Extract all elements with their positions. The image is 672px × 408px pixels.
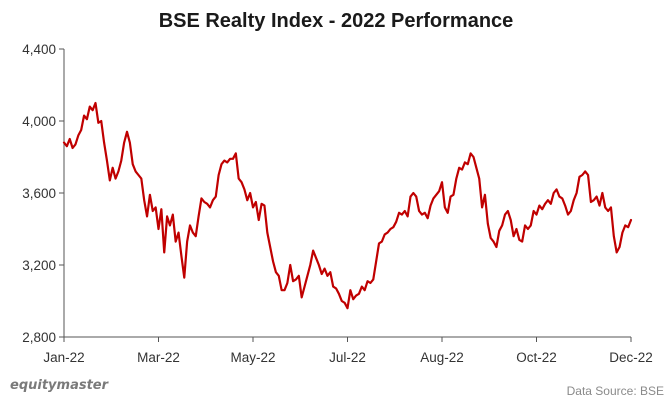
y-tick-label: 4,000	[22, 114, 56, 129]
x-tick-label: May-22	[230, 350, 275, 365]
y-axis: 2,800 3,200 3,600 4,000 4,400	[22, 42, 65, 345]
x-tick-label: Oct-22	[516, 350, 557, 365]
series-group	[62, 101, 633, 310]
x-tick-label: Aug-22	[420, 350, 464, 365]
x-tick-label: Jul-22	[329, 350, 366, 365]
y-tick-label: 3,200	[22, 258, 56, 273]
y-tick-label: 3,600	[22, 186, 56, 201]
y-tick-label: 4,400	[22, 42, 56, 57]
chart-title: BSE Realty Index - 2022 Performance	[158, 10, 514, 32]
x-axis: Jan-22 Mar-22 May-22 Jul-22 Aug-22 Oct-22 Dec-…	[43, 336, 653, 365]
y-tick-label: 2,800	[22, 330, 56, 345]
x-tick-label: Dec-22	[609, 350, 653, 365]
brand-logo-text: equitymaster	[10, 378, 109, 393]
x-tick-label: Mar-22	[137, 350, 180, 365]
data-source-label: Data Source: BSE	[566, 384, 664, 398]
x-tick-label: Jan-22	[43, 350, 84, 365]
series-line	[62, 101, 633, 310]
